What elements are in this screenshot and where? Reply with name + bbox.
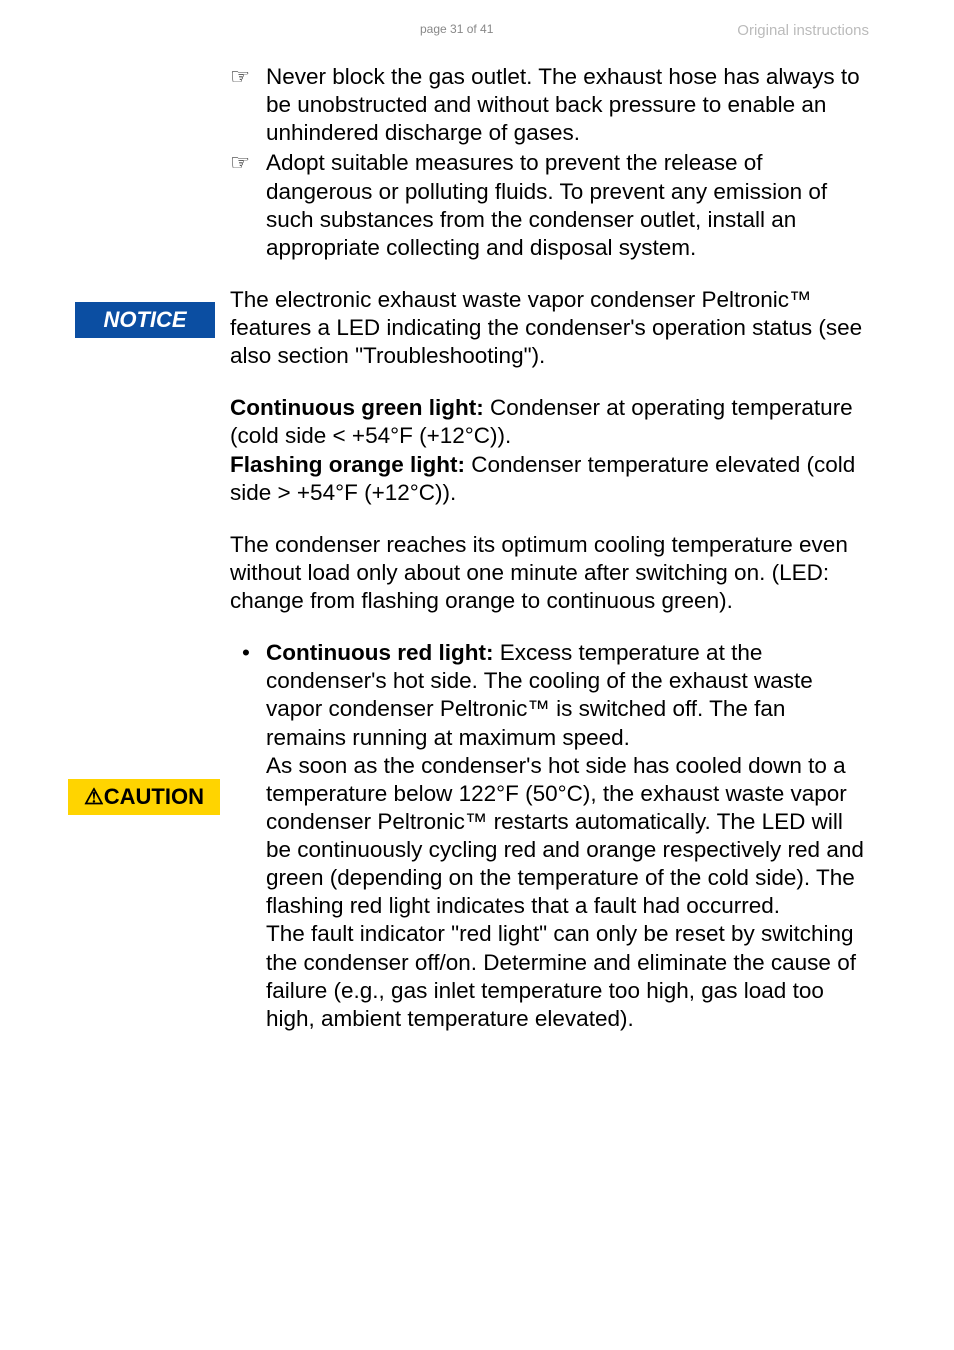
list-item: ☞ Never block the gas outlet. The exhaus… — [230, 63, 869, 147]
caution-paragraph-2: As soon as the condenser's hot side has … — [266, 752, 869, 921]
warning-triangle-icon: ⚠ — [84, 783, 104, 811]
pointer-icon: ☞ — [230, 149, 250, 177]
list-item-text: Never block the gas outlet. The exhaust … — [266, 64, 860, 145]
caution-badge: ⚠CAUTION — [68, 779, 220, 815]
notice-badge: NOTICE — [75, 302, 215, 338]
bullet-icon: • — [242, 639, 250, 667]
pointer-icon: ☞ — [230, 63, 250, 91]
notice-paragraph-3: The condenser reaches its optimum coolin… — [230, 531, 869, 615]
green-light-label: Continuous green light: — [230, 395, 484, 420]
notice-paragraph-2: Continuous green light: Condenser at ope… — [230, 394, 869, 507]
top-instruction-list: ☞ Never block the gas outlet. The exhaus… — [230, 63, 869, 262]
red-light-label: Continuous red light: — [266, 640, 493, 665]
list-item: ☞ Adopt suitable measures to prevent the… — [230, 149, 869, 262]
header-right-label: Original instructions — [737, 22, 869, 39]
caution-paragraph-1: Continuous red light: Excess temperature… — [266, 639, 869, 752]
notice-paragraph-1: The electronic exhaust waste vapor conde… — [230, 286, 869, 370]
page-number: page 31 of 41 — [420, 22, 493, 39]
caution-label-text: CAUTION — [104, 784, 204, 809]
orange-light-label: Flashing orange light: — [230, 452, 465, 477]
list-item-text: Adopt suitable measures to prevent the r… — [266, 150, 827, 259]
caution-list-item: • Continuous red light: Excess temperatu… — [230, 639, 869, 1033]
caution-paragraph-3: The fault indicator "red light" can only… — [266, 920, 869, 1033]
